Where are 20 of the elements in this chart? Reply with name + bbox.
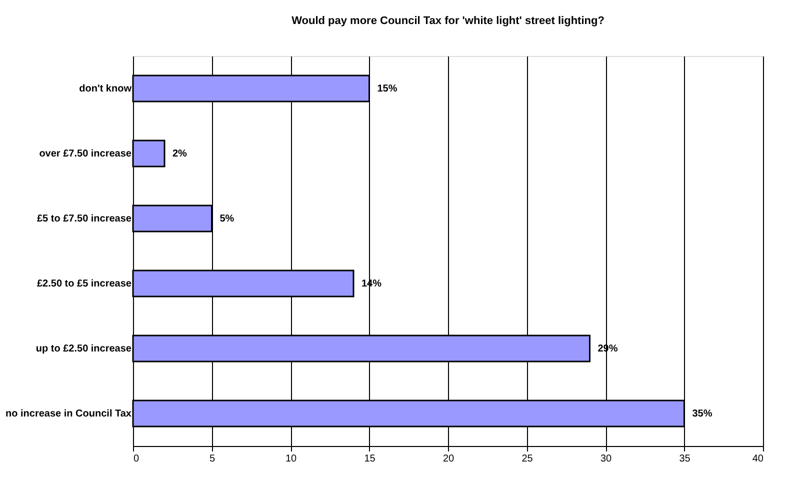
x-tick-label: 10 xyxy=(285,454,297,464)
x-tick-label: 20 xyxy=(442,454,454,464)
y-tick-label: don't know xyxy=(79,84,132,94)
data-label: 2% xyxy=(172,148,188,160)
x-tick-label: 5 xyxy=(209,454,216,464)
x-tick-label: 40 xyxy=(752,454,764,464)
data-label: 15% xyxy=(377,84,398,94)
x-tick-label: 35 xyxy=(679,454,691,464)
x-tick-label: 15 xyxy=(364,454,376,464)
data-label: 5% xyxy=(220,214,234,224)
x-tick-label: 25 xyxy=(522,454,534,464)
x-tick-label: 30 xyxy=(600,454,612,464)
x-tick-label: 0 xyxy=(134,454,140,464)
data-label: 35% xyxy=(692,408,712,420)
chart-title: Would pay more Council Tax for 'white light' street lighting? xyxy=(292,15,605,27)
y-tick-label: £2.50 to £5 increase xyxy=(36,278,132,290)
y-tick-label: no increase in Council Tax xyxy=(6,408,132,420)
y-tick-label: up to £2.50 increase xyxy=(36,344,132,354)
y-tick-label: over £7.50 increase xyxy=(39,148,132,160)
y-tick-label: £5 to £7.50 increase xyxy=(36,214,132,224)
